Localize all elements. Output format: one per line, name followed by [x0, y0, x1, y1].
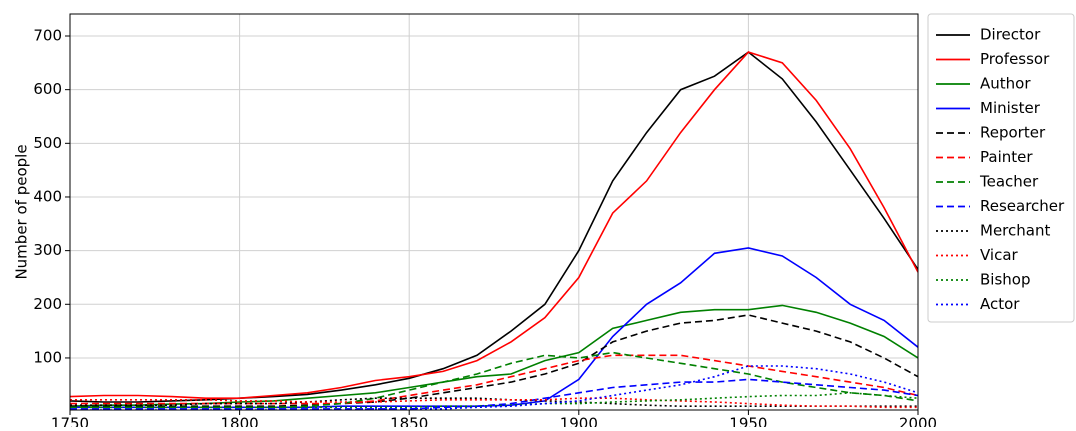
legend-label: Professor [980, 50, 1050, 68]
legend-frame [927, 13, 1075, 323]
series-line [70, 391, 918, 409]
y-axis-label: Number of people [13, 144, 31, 279]
legend-label: Painter [980, 148, 1033, 166]
x-tick-label: 1750 [51, 415, 89, 428]
y-tick-label: 400 [33, 187, 62, 205]
legend-label: Reporter [980, 124, 1046, 142]
plot-frame [69, 13, 919, 411]
series-line [70, 378, 918, 410]
series-line [70, 351, 918, 409]
legend-label: Author [980, 75, 1031, 93]
series-line [70, 314, 918, 407]
x-tick-label: 1850 [390, 415, 428, 428]
legend-label: Minister [980, 99, 1041, 117]
legend: Director Professor Author Minister Reporter P… [927, 13, 1075, 323]
x-tick-label: 2000 [899, 415, 937, 428]
series-line [70, 397, 918, 407]
legend-label: Vicar [980, 246, 1019, 264]
series-line [70, 365, 918, 410]
y-tick-label: 300 [33, 241, 62, 259]
legend-label: Teacher [979, 173, 1039, 191]
series-line [70, 51, 918, 399]
y-tick-label: 700 [33, 27, 62, 45]
y-tick-label: 100 [33, 348, 62, 366]
legend-label: Actor [980, 295, 1020, 313]
y-tick-label: 500 [33, 134, 62, 152]
legend-label: Researcher [980, 197, 1065, 215]
series-line [70, 397, 918, 409]
legend-label: Bishop [980, 271, 1030, 289]
series-line [70, 354, 918, 405]
legend-label: Director [980, 26, 1041, 44]
x-tick-label: 1950 [729, 415, 767, 428]
lines [70, 51, 918, 410]
legend-label: Merchant [980, 222, 1050, 240]
series-line [70, 51, 918, 403]
y-tick-label: 200 [33, 295, 62, 313]
x-tick-label: 1900 [560, 415, 598, 428]
x-tick-label: 1800 [221, 415, 259, 428]
y-tick-label: 600 [33, 80, 62, 98]
series-line [70, 304, 918, 407]
